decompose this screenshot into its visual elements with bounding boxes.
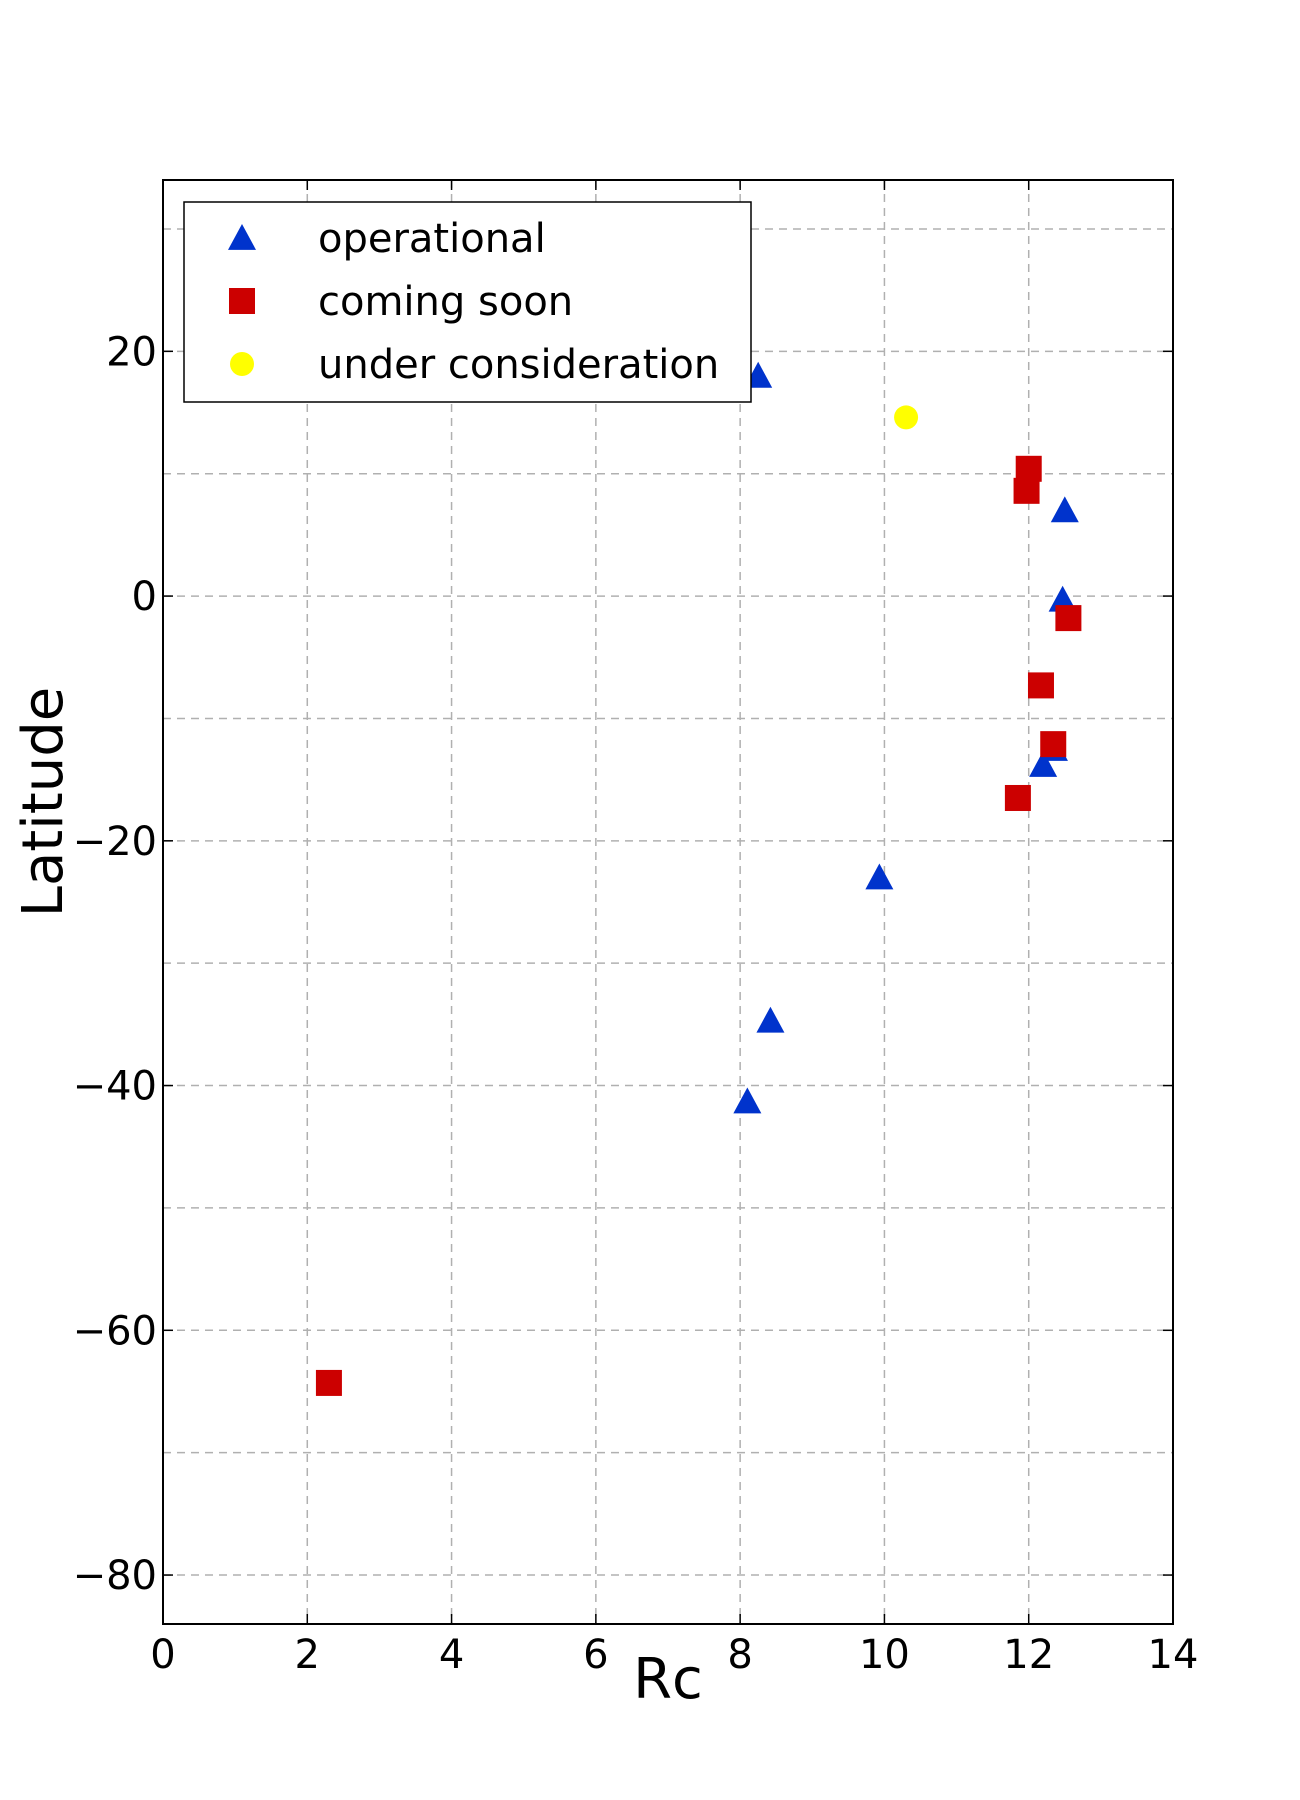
legend-marker-under-consideration: [230, 352, 254, 376]
x-axis-label: Rc: [633, 1647, 703, 1712]
x-tick-label: 0: [150, 1632, 175, 1678]
y-tick-label: −40: [73, 1064, 157, 1110]
x-tick-label: 10: [859, 1632, 910, 1678]
y-tick-label: −20: [73, 819, 157, 865]
y-tick-label: 0: [132, 574, 157, 620]
grid: [163, 180, 1173, 1624]
data-point-coming-soon: [315, 1369, 342, 1396]
y-tick-label: 20: [106, 329, 157, 375]
legend-marker-coming-soon: [229, 288, 255, 314]
data-point-coming-soon: [1015, 455, 1042, 482]
data-point-coming-soon: [1004, 784, 1031, 811]
axis-ticks: 0 2 4 6 8 10 12 14 −80 −60 −40 −20 0 20: [73, 180, 1199, 1678]
x-tick-label: 6: [583, 1632, 608, 1678]
legend-label-under-consideration: under consideration: [318, 342, 719, 388]
legend-box: [183, 201, 752, 403]
legend-label-operational: operational: [318, 216, 546, 262]
data-point-coming-soon: [1055, 605, 1082, 632]
x-tick-label: 14: [1148, 1632, 1199, 1678]
data-point-coming-soon: [1040, 731, 1067, 758]
data-point-operational: [733, 1087, 762, 1114]
x-tick-label: 2: [295, 1632, 320, 1678]
y-tick-label: −60: [73, 1308, 157, 1354]
data-point-under-consideration: [894, 405, 919, 430]
y-tick-label: −80: [73, 1553, 157, 1599]
data-point-coming-soon: [1013, 477, 1040, 504]
data-point-operational: [756, 1006, 785, 1033]
x-tick-label: 12: [1003, 1632, 1054, 1678]
data-point-coming-soon: [1027, 672, 1054, 699]
legend-marker-operational: [228, 224, 256, 250]
data-point-operational: [865, 863, 894, 890]
x-tick-label: 4: [439, 1632, 464, 1678]
x-tick-label: 8: [727, 1632, 752, 1678]
plot-area: [162, 179, 1174, 1625]
data-point-operational: [1050, 496, 1079, 523]
legend-label-coming-soon: coming soon: [318, 279, 573, 325]
data-points: [315, 361, 1082, 1396]
y-axis-label: Latitude: [11, 687, 76, 917]
legend: operational coming soon under consideratio…: [183, 201, 752, 403]
data-point-operational: [1029, 750, 1058, 777]
